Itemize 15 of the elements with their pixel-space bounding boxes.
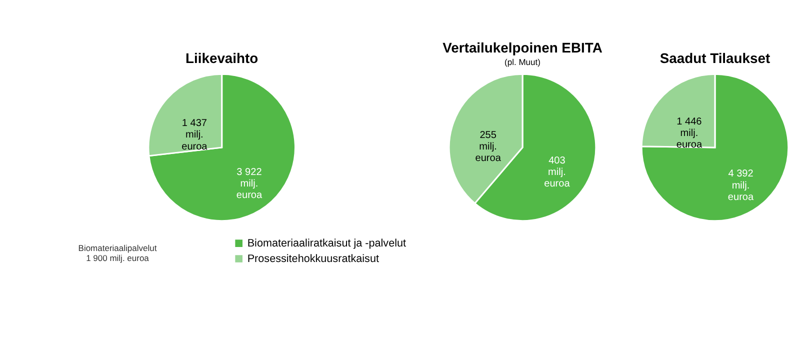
data-label: 3 922 milj. euroa (236, 167, 262, 202)
chart-title: Liikevaihto (186, 50, 258, 66)
chart-title: Saadut Tilaukset (660, 50, 770, 66)
chart-title: Vertailukelpoinen EBITA (442, 39, 602, 56)
data-label: 1 446 milj. euroa (676, 116, 702, 151)
pie-slice (640, 73, 790, 222)
data-label: 1 437 milj. euroa (182, 118, 208, 152)
text: Biomateriaalipalvelut 1 900 milj. euroa (78, 243, 158, 264)
legend-label: Prosessitehokkuusratkaisut (247, 252, 379, 265)
legend-label: Biomateriaaliratkaisut ja -palvelut (247, 237, 406, 250)
data-label: 4 392 milj. euroa (728, 168, 754, 203)
data-label: 255 milj. euroa (475, 130, 502, 164)
chart-subtitle: (pl. Muut) (504, 56, 541, 67)
pie-slice (148, 73, 296, 222)
data-label: 403 milj. euroa (544, 155, 570, 190)
